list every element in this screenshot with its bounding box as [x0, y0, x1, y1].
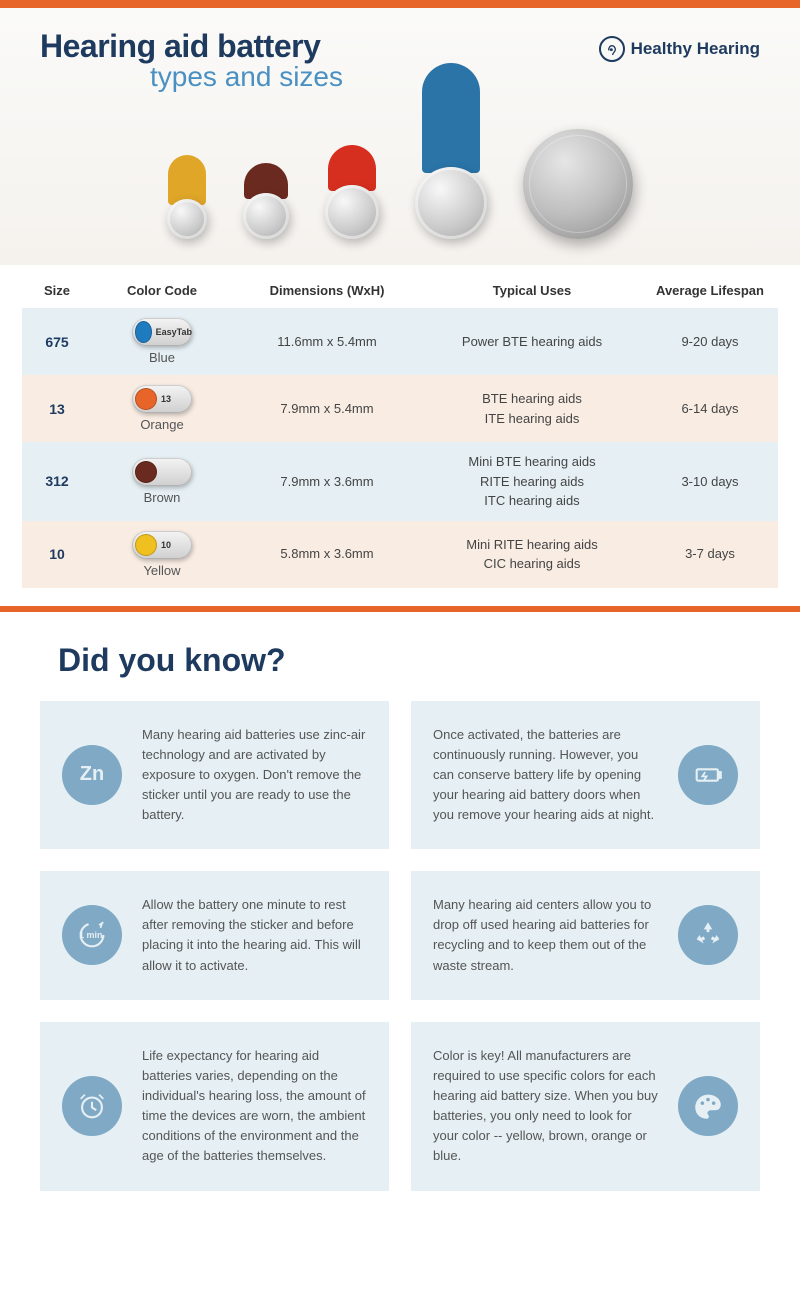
page-subtitle: types and sizes — [150, 61, 343, 93]
color-name: Yellow — [143, 563, 180, 578]
table-row: 675 EasyTab Blue 11.6mm x 5.4mm Power BT… — [22, 308, 778, 375]
cell-uses: Mini RITE hearing aidsCIC hearing aids — [422, 535, 642, 574]
battery-pill-icon: EasyTab — [132, 318, 192, 346]
cell-lifespan: 6-14 days — [642, 399, 778, 419]
fact-text: Allow the battery one minute to rest aft… — [142, 895, 367, 976]
battery-icon — [678, 745, 738, 805]
fact-text: Life expectancy for hearing aid batterie… — [142, 1046, 367, 1167]
cell-dimensions: 11.6mm x 5.4mm — [232, 332, 422, 352]
th-life: Average Lifespan — [642, 283, 778, 298]
color-name: Brown — [144, 490, 181, 505]
top-accent-bar — [0, 0, 800, 8]
table-row: 10 10 Yellow 5.8mm x 3.6mm Mini RITE hea… — [22, 521, 778, 588]
cell-size: 10 — [22, 546, 92, 562]
battery-sample — [325, 145, 379, 239]
th-color: Color Code — [92, 283, 232, 298]
cell-dimensions: 7.9mm x 3.6mm — [232, 472, 422, 492]
cell-lifespan: 3-7 days — [642, 544, 778, 564]
th-dim: Dimensions (WxH) — [232, 283, 422, 298]
cell-dimensions: 7.9mm x 5.4mm — [232, 399, 422, 419]
dime-coin — [523, 129, 633, 239]
color-name: Blue — [149, 350, 175, 365]
fact-card: Many hearing aid centers allow you to dr… — [411, 871, 760, 1000]
cell-color: 10 Yellow — [92, 531, 232, 578]
cell-color: Brown — [92, 458, 232, 505]
dyk-title: Did you know? — [58, 642, 760, 679]
cell-size: 675 — [22, 334, 92, 350]
palette-icon — [678, 1076, 738, 1136]
battery-sample — [243, 163, 289, 239]
cell-dimensions: 5.8mm x 3.6mm — [232, 544, 422, 564]
header-section: Hearing aid battery types and sizes Heal… — [0, 8, 800, 265]
battery-sample — [167, 155, 207, 239]
fact-card: Once activated, the batteries are contin… — [411, 701, 760, 850]
page-title: Hearing aid battery — [40, 28, 343, 65]
fact-text: Many hearing aid batteries use zinc-air … — [142, 725, 367, 826]
table-row: 312 Brown 7.9mm x 3.6mm Mini BTE hearing… — [22, 442, 778, 521]
th-size: Size — [22, 283, 92, 298]
fact-card: Life expectancy for hearing aid batterie… — [40, 1022, 389, 1191]
cell-uses: BTE hearing aidsITE hearing aids — [422, 389, 642, 428]
battery-pill-icon — [132, 458, 192, 486]
timer-icon: 1 min. — [62, 905, 122, 965]
battery-table: Size Color Code Dimensions (WxH) Typical… — [0, 265, 800, 598]
cell-size: 312 — [22, 473, 92, 489]
cell-size: 13 — [22, 401, 92, 417]
table-header-row: Size Color Code Dimensions (WxH) Typical… — [22, 283, 778, 308]
fact-text: Color is key! All manufacturers are requ… — [433, 1046, 658, 1167]
fact-card: Zn Many hearing aid batteries use zinc-a… — [40, 701, 389, 850]
zn-icon: Zn — [62, 745, 122, 805]
fact-text: Once activated, the batteries are contin… — [433, 725, 658, 826]
cell-lifespan: 9-20 days — [642, 332, 778, 352]
cell-color: EasyTab Blue — [92, 318, 232, 365]
th-uses: Typical Uses — [422, 283, 642, 298]
cell-uses: Mini BTE hearing aidsRITE hearing aidsIT… — [422, 452, 642, 511]
did-you-know-section: Did you know? Zn Many hearing aid batter… — [0, 612, 800, 1221]
cell-color: 13 Orange — [92, 385, 232, 432]
fact-card: 1 min. Allow the battery one minute to r… — [40, 871, 389, 1000]
color-name: Orange — [140, 417, 183, 432]
battery-pill-icon: 10 — [132, 531, 192, 559]
fact-card: Color is key! All manufacturers are requ… — [411, 1022, 760, 1191]
brand-logo: Healthy Hearing — [599, 36, 760, 62]
battery-sample — [415, 63, 487, 239]
fact-text: Many hearing aid centers allow you to dr… — [433, 895, 658, 976]
table-row: 13 13 Orange 7.9mm x 5.4mm BTE hearing a… — [22, 375, 778, 442]
brand-name: Healthy Hearing — [631, 39, 760, 59]
cell-uses: Power BTE hearing aids — [422, 332, 642, 352]
recycle-icon — [678, 905, 738, 965]
ear-icon — [599, 36, 625, 62]
battery-pill-icon: 13 — [132, 385, 192, 413]
clock-icon — [62, 1076, 122, 1136]
cell-lifespan: 3-10 days — [642, 472, 778, 492]
